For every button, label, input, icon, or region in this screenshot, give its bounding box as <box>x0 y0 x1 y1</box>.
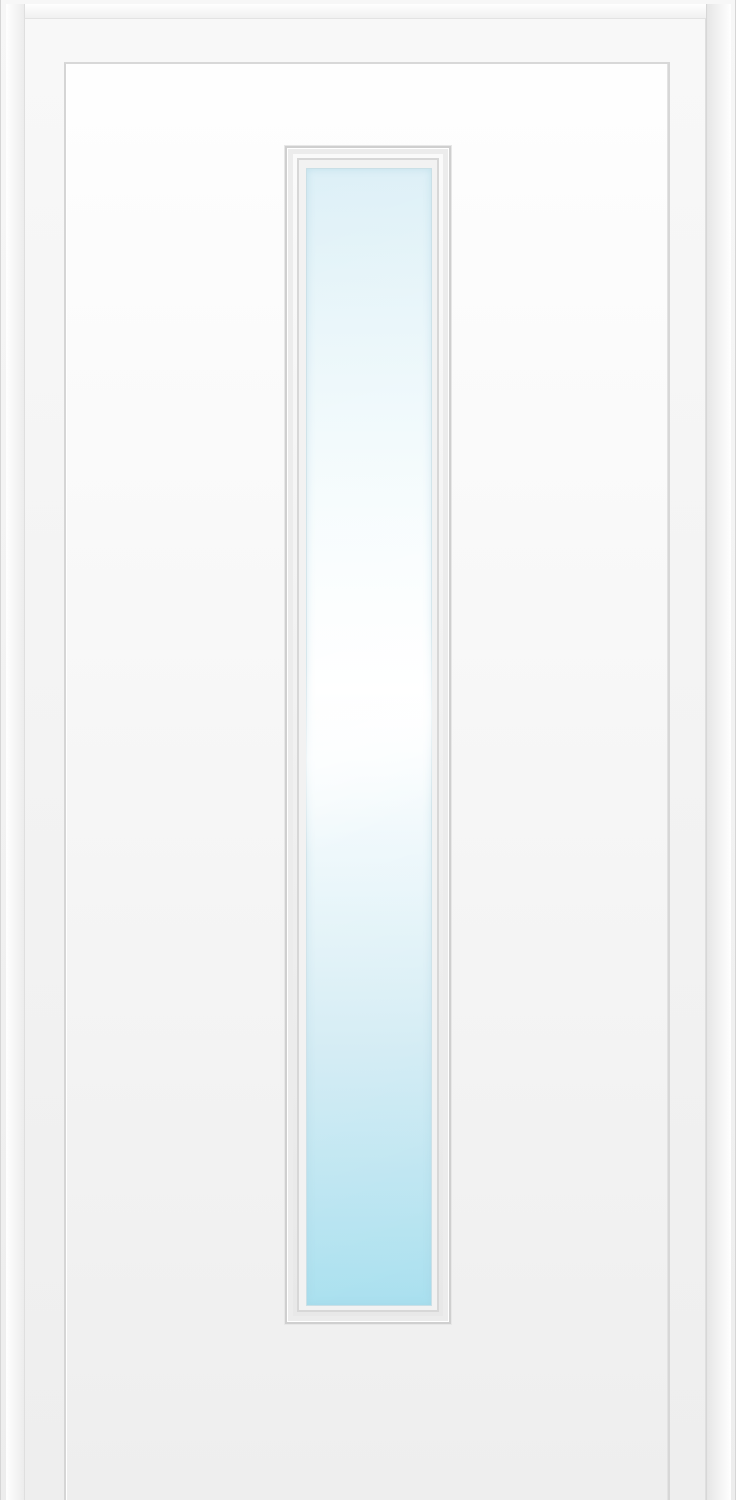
door-frame-left <box>6 4 25 1500</box>
glass-pane <box>306 168 432 1306</box>
door-frame-right <box>706 4 731 1500</box>
